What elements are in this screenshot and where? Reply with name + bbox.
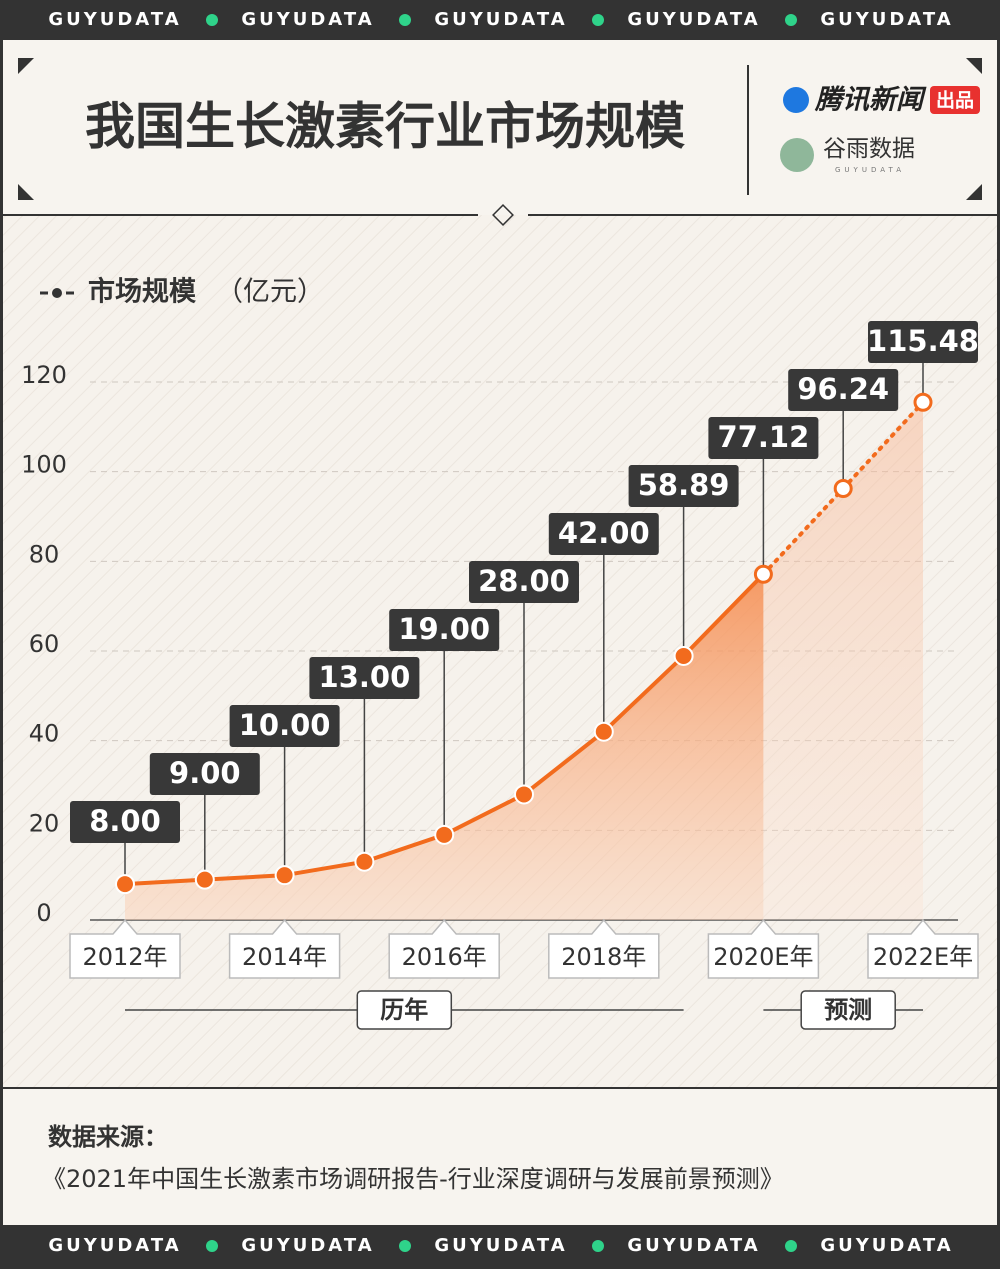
y-tick-label: 60 <box>29 630 60 658</box>
label-box <box>70 801 180 843</box>
legend-label: 市场规模 <box>88 276 196 308</box>
source-text: 《2021年中国生长激素市场调研报告-行业深度调研与发展前景预测》 <box>42 1165 784 1193</box>
x-label-box <box>388 918 500 979</box>
point <box>274 865 295 886</box>
source-label: 数据来源： <box>48 1123 168 1151</box>
point <box>593 721 614 742</box>
value-label: 28.00 <box>478 564 570 598</box>
x-label-box <box>707 918 820 979</box>
brand: GUYUDATA <box>627 1235 760 1256</box>
unit: （亿元） <box>216 277 324 308</box>
brand-dot <box>592 1240 604 1252</box>
tag-bg <box>930 86 980 114</box>
partner-sub: GUYUDATA <box>835 166 905 174</box>
value-label: 19.00 <box>398 612 490 646</box>
x-tick-label: 2020E年 <box>713 943 813 971</box>
brand: GUYUDATA <box>48 9 181 30</box>
value-label: 13.00 <box>319 660 411 694</box>
period-box <box>356 990 453 1030</box>
source-area <box>3 1088 997 1225</box>
point <box>913 392 933 412</box>
point <box>434 824 455 845</box>
x-tick-label: 2016年 <box>402 943 487 971</box>
label-box <box>628 465 739 507</box>
label-box <box>868 321 978 363</box>
point <box>673 645 694 666</box>
legend-dot <box>52 288 62 298</box>
value-label: 10.00 <box>239 708 331 742</box>
logo-icon <box>780 138 814 172</box>
brand-dot <box>206 14 218 26</box>
brand-dot <box>785 14 797 26</box>
label-box <box>788 369 899 411</box>
value-label: 77.12 <box>718 420 810 454</box>
publisher: 腾讯新闻 <box>814 85 927 116</box>
brand: GUYUDATA <box>820 1235 953 1256</box>
value-label: 96.24 <box>797 372 889 406</box>
y-tick-label: 0 <box>36 899 51 927</box>
value-label: 9.00 <box>169 756 241 790</box>
label-box <box>469 561 579 603</box>
x-label-box <box>69 918 181 979</box>
point <box>194 869 215 890</box>
brand: GUYUDATA <box>241 9 374 30</box>
brand-dot <box>399 14 411 26</box>
label-box <box>149 753 260 795</box>
label-box <box>309 657 420 699</box>
area <box>763 402 923 921</box>
logo-icon <box>783 87 809 113</box>
brand-dot <box>399 1240 411 1252</box>
brand-dot <box>592 14 604 26</box>
point <box>833 479 853 499</box>
value-label: 42.00 <box>558 516 650 550</box>
brand: GUYUDATA <box>627 9 760 30</box>
partner: 谷雨数据 <box>823 136 915 162</box>
label-box <box>708 417 819 459</box>
point <box>354 851 375 872</box>
brand-dot <box>206 1240 218 1252</box>
brand: GUYUDATA <box>434 9 567 30</box>
value-label: 58.89 <box>638 468 730 502</box>
point <box>514 784 534 805</box>
period-label: 预测 <box>824 996 872 1024</box>
y-tick-label: 40 <box>29 720 60 748</box>
x-tick-label: 2012年 <box>82 943 167 971</box>
point <box>753 564 773 584</box>
area <box>125 574 764 920</box>
publisher-tag: 出品 <box>936 89 974 112</box>
label-box <box>229 705 340 747</box>
x-tick-label: 2018年 <box>561 943 646 971</box>
y-tick-label: 20 <box>29 809 60 837</box>
label-box <box>389 609 500 651</box>
x-label-box <box>867 918 979 979</box>
value-label: 115.48 <box>867 324 979 358</box>
x-tick-label: 2014年 <box>242 943 327 971</box>
title: 我国生长激素行业市场规模 <box>85 98 685 156</box>
label-box <box>548 513 659 555</box>
y-tick-label: 80 <box>29 540 60 568</box>
x-label-box <box>548 918 660 979</box>
y-tick-label: 100 <box>21 451 67 479</box>
brand: GUYUDATA <box>820 9 953 30</box>
x-tick-label: 2022E年 <box>873 943 973 971</box>
brand: GUYUDATA <box>48 1235 181 1256</box>
brand: GUYUDATA <box>434 1235 567 1256</box>
title-area <box>3 40 997 215</box>
x-label-box <box>228 918 341 979</box>
y-tick-label: 120 <box>21 361 67 389</box>
brand-dot <box>785 1240 797 1252</box>
value-label: 8.00 <box>89 804 161 838</box>
diamond <box>492 204 514 226</box>
period-label: 历年 <box>380 996 428 1024</box>
period-box <box>800 990 896 1030</box>
brand: GUYUDATA <box>241 1235 374 1256</box>
point <box>115 874 135 895</box>
